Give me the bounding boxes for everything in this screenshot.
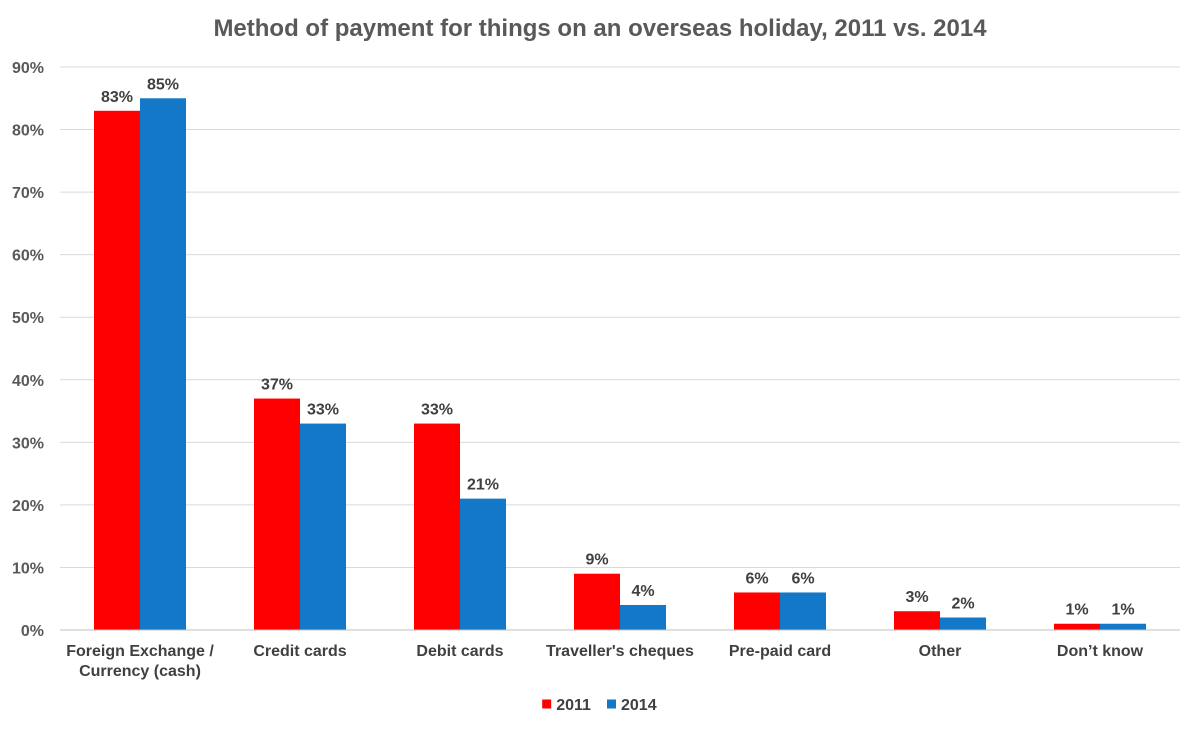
data-label-2014: 1% <box>1111 602 1134 619</box>
data-label-2014: 33% <box>307 402 339 419</box>
y-tick-label: 50% <box>12 310 44 327</box>
y-tick-label: 90% <box>12 60 44 77</box>
y-tick-label: 0% <box>21 623 44 640</box>
x-category-label: Foreign Exchange / <box>66 643 214 660</box>
y-tick-label: 30% <box>12 435 44 452</box>
data-label-2011: 9% <box>585 552 608 569</box>
data-label-2011: 83% <box>101 89 133 106</box>
bar-2014 <box>1100 623 1146 630</box>
bar-2011 <box>94 110 140 631</box>
y-tick-label: 40% <box>12 373 44 390</box>
bar-2014 <box>780 592 826 630</box>
x-category-label: Other <box>919 643 962 660</box>
y-tick-label: 70% <box>12 185 44 202</box>
chart-title: Method of payment for things on an overs… <box>213 15 987 42</box>
bar-2011 <box>574 573 620 630</box>
bars <box>94 98 1146 631</box>
y-tick-label: 60% <box>12 248 44 265</box>
bar-2011 <box>894 611 940 630</box>
bar-2011 <box>254 398 300 630</box>
y-tick-label: 80% <box>12 123 44 140</box>
legend-label-2014: 2014 <box>621 697 657 714</box>
data-label-2011: 37% <box>261 377 293 394</box>
y-tick-label: 10% <box>12 560 44 577</box>
bar-2014 <box>140 98 186 631</box>
data-label-2014: 2% <box>951 595 974 612</box>
y-axis-tick-labels: 0% 10% 20% 30% 40% 50% 60% 70% 80% 90% <box>12 60 44 640</box>
legend-label-2011: 2011 <box>556 697 591 714</box>
x-category-label: Traveller's cheques <box>546 643 694 660</box>
data-label-2011: 1% <box>1065 602 1088 619</box>
x-category-label: Debit cards <box>416 643 503 660</box>
data-label-2011: 6% <box>745 570 768 587</box>
legend-swatch-2011 <box>542 699 552 709</box>
legend: 2011 2014 <box>542 697 657 714</box>
x-category-label: Currency (cash) <box>79 663 201 680</box>
bar-2014 <box>940 617 986 630</box>
x-category-label: Credit cards <box>253 643 346 660</box>
data-label-2011: 33% <box>421 402 453 419</box>
data-label-2014: 6% <box>791 570 814 587</box>
data-labels: 83% 85% 37% 33% 33% 21% 9% 4% 6% 6% 3% 2% 1% 1% <box>101 76 1135 618</box>
bar-2011 <box>734 592 780 630</box>
y-tick-label: 20% <box>12 498 44 515</box>
x-category-label: Don’t know <box>1057 643 1144 660</box>
data-label-2014: 21% <box>467 477 499 494</box>
x-category-label: Pre-paid card <box>729 643 831 660</box>
bar-2011 <box>414 423 460 630</box>
x-axis-category-labels: Foreign Exchange / Currency (cash) Credit … <box>66 643 1143 680</box>
bar-2014 <box>620 604 666 630</box>
data-label-2014: 85% <box>147 76 179 93</box>
bar-2014 <box>460 498 506 630</box>
data-label-2011: 3% <box>905 589 928 606</box>
bar-2014 <box>300 423 346 630</box>
legend-swatch-2014 <box>607 699 616 709</box>
bar-2011 <box>1054 623 1100 630</box>
gridlines <box>60 66 1180 568</box>
data-label-2014: 4% <box>631 583 654 600</box>
